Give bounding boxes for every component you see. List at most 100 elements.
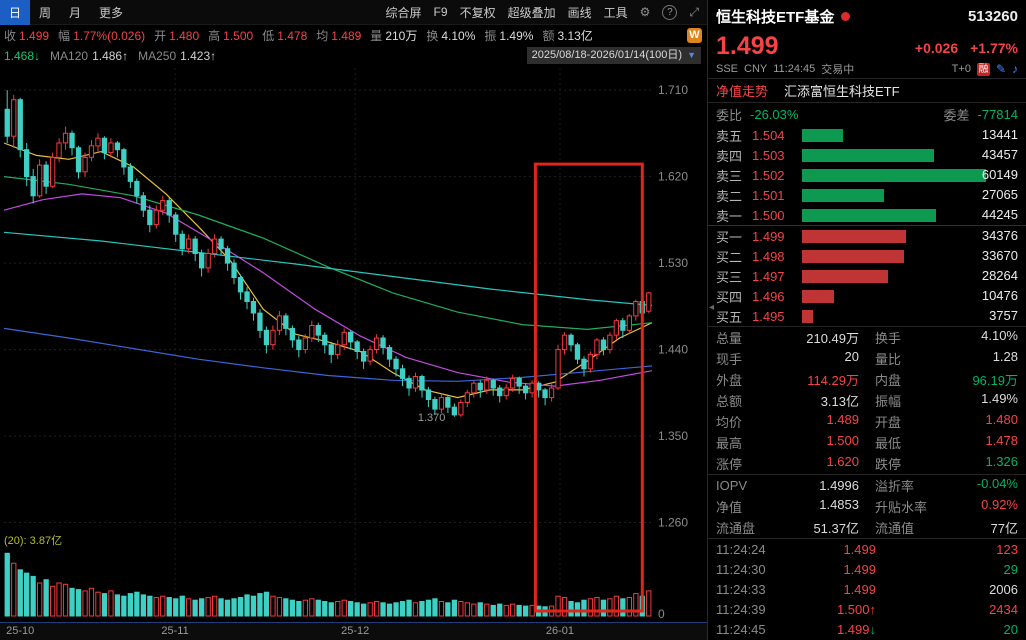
x-axis-label: 25-11 xyxy=(161,625,189,637)
stats-row: IOPV 1.4996 溢折率 -0.04% xyxy=(708,475,1026,496)
stat-value: 77亿 xyxy=(990,521,1018,536)
bid-row-2[interactable]: 买二 1.498 33670 xyxy=(708,246,1026,266)
ask-price[interactable]: 1.504 xyxy=(752,127,785,143)
tick-price: 1.499↓ xyxy=(836,621,876,637)
ask-price[interactable]: 1.502 xyxy=(752,167,785,183)
ask-row-1[interactable]: 卖一 1.500 44245 xyxy=(708,205,1026,226)
tab-month[interactable]: 月 xyxy=(69,5,82,20)
ask-row-2[interactable]: 卖二 1.501 27065 xyxy=(708,185,1026,205)
stat-value: 1.500 xyxy=(826,433,859,448)
stock-code: 513260 xyxy=(967,8,1018,25)
toolbar-items: 综合屏 F9 不复权 超级叠加 画线 工具 ⚙? ⤢ xyxy=(386,4,707,21)
ask-label: 卖四 xyxy=(716,148,743,164)
tools-menu[interactable]: 工具 xyxy=(603,5,628,20)
date-range-selector[interactable]: 2025/08/18-2026/01/14(100日) ▼ xyxy=(526,47,701,65)
bid-bar-area: 33670 xyxy=(802,248,1018,264)
bid-depth-bar xyxy=(802,310,813,323)
bid-row-5[interactable]: 买五 1.495 3757 xyxy=(708,306,1026,326)
bid-price[interactable]: 1.498 xyxy=(752,248,785,264)
chart-panel: 日周 月 更多 综合屏 F9 不复权 超级叠加 画线 工具 ⚙? ⤢ 收 1.499 幅 1.77%(0… xyxy=(0,0,707,640)
up-arrow-icon: ↑ xyxy=(869,601,877,617)
tick-time: 11:24:45 xyxy=(716,621,766,637)
fund-nav-row: 净值走势 汇添富恒生科技ETF xyxy=(708,79,1026,103)
ask-label: 卖三 xyxy=(716,168,743,184)
bid-price[interactable]: 1.499 xyxy=(752,228,785,244)
bid-volume: 33670 xyxy=(981,248,1018,263)
ask-row-4[interactable]: 卖四 1.503 43457 xyxy=(708,145,1026,165)
chevron-down-icon: ▼ xyxy=(687,50,696,61)
tab-more[interactable]: 更多 xyxy=(99,5,124,20)
tab-week[interactable]: 周 xyxy=(39,5,52,20)
stat-cell: 均价 1.489 xyxy=(716,412,859,431)
bid-price[interactable]: 1.496 xyxy=(752,288,785,304)
stat-cell: 跌停 1.326 xyxy=(875,454,1018,473)
quote-item: 收 1.499 xyxy=(4,27,49,44)
ask-row-5[interactable]: 卖五 1.504 13441 xyxy=(708,125,1026,145)
x-axis-label: 25-10 xyxy=(6,625,35,637)
svg-text:1.370: 1.370 xyxy=(418,412,446,424)
quote-item-value: 1.499 xyxy=(19,29,50,44)
stat-label: 最高 xyxy=(716,436,743,451)
stat-cell: IOPV 1.4996 xyxy=(716,478,859,493)
quote-item: 均 1.489 xyxy=(316,27,361,44)
composite-screen[interactable]: 综合屏 xyxy=(385,5,422,20)
tick-price: 1.499 xyxy=(843,581,876,597)
f9-shortcut[interactable]: F9 xyxy=(433,5,448,19)
edit-icon[interactable]: ✎ xyxy=(995,62,1006,76)
weicha-value: -77814 xyxy=(977,106,1018,122)
stats-row: 涨停 1.620 跌停 1.326 xyxy=(708,453,1026,474)
collapse-panel-icon[interactable]: ◂ xyxy=(709,302,715,313)
stats-row: 均价 1.489 开盘 1.480 xyxy=(708,411,1026,432)
stat-label: 现手 xyxy=(716,352,743,367)
no-adjustment[interactable]: 不复权 xyxy=(459,5,496,20)
stat-cell: 总额 3.13亿 xyxy=(716,391,859,410)
x-axis-label: 25-12 xyxy=(341,625,370,637)
super-overlay[interactable]: 超级叠加 xyxy=(507,5,556,20)
draw-line[interactable]: 画线 xyxy=(567,5,592,20)
stats-row: 总额 3.13亿 振幅 1.49% xyxy=(708,390,1026,411)
bid-row-3[interactable]: 买三 1.497 28264 xyxy=(708,266,1026,286)
kline-chart[interactable]: 1.710 1.620 1.530 1.440 1.350 1.260 0 1.370 (20)… xyxy=(0,66,707,640)
t0-badge: T+0 xyxy=(951,63,971,75)
tick-time: 11:24:30 xyxy=(716,561,766,577)
stat-value: 1.620 xyxy=(826,454,859,469)
info-icon[interactable] xyxy=(841,12,851,21)
ask-volume: 13441 xyxy=(981,127,1018,142)
stat-value: 1.489 xyxy=(826,412,859,427)
bid-volume: 3757 xyxy=(989,308,1018,323)
sound-icon[interactable]: ♪ xyxy=(1012,62,1018,76)
ask-bar-area: 13441 xyxy=(802,127,1018,143)
tick-price: 1.499 xyxy=(843,541,876,557)
stat-label: 开盘 xyxy=(875,415,902,430)
nav-trend-link[interactable]: 净值走势 xyxy=(716,84,769,99)
ask-price[interactable]: 1.503 xyxy=(752,147,785,163)
gear-icon[interactable]: ⚙ xyxy=(639,5,651,19)
tick-time: 11:24:33 xyxy=(716,581,766,597)
quote-item-value: 4.10% xyxy=(441,29,476,44)
stat-value: 51.37亿 xyxy=(813,521,859,536)
stat-label: 涨停 xyxy=(716,457,743,472)
ask-price[interactable]: 1.501 xyxy=(752,187,785,203)
bid-price[interactable]: 1.497 xyxy=(752,268,785,284)
stat-cell: 最低 1.478 xyxy=(875,433,1018,452)
ask-price[interactable]: 1.500 xyxy=(752,207,785,223)
quote-item-label: 幅 xyxy=(58,29,71,44)
ask-volume: 43457 xyxy=(981,147,1018,162)
svg-text:1.440: 1.440 xyxy=(658,343,688,357)
bid-row-4[interactable]: 买四 1.496 10476 xyxy=(708,286,1026,306)
help-icon[interactable]: ? xyxy=(662,4,678,20)
stats-row: 总量 210.49万 换手 4.10% xyxy=(708,327,1026,348)
ask-row-3[interactable]: 卖三 1.502 60149 xyxy=(708,165,1026,185)
quote-item: 量 210万 xyxy=(370,27,417,44)
bid-price[interactable]: 1.495 xyxy=(752,308,785,324)
quote-panel: ◂ 恒生科技ETF基金 513260 1.499 +0.026 +1.77% S… xyxy=(707,0,1026,640)
tick-list: 11:24:24 1.499 123 11:24:30 1.499 29 11:24:33 1… xyxy=(708,538,1026,639)
tab-day[interactable]: 日 xyxy=(0,0,31,25)
quote-item-value: 1.480 xyxy=(169,29,200,44)
bid-row-1[interactable]: 买一 1.499 34376 xyxy=(708,226,1026,246)
expand-icon[interactable]: ⤢ xyxy=(689,4,699,19)
bid-depth-bar xyxy=(802,270,889,283)
stat-label: 量比 xyxy=(875,352,902,367)
quote-item: 开 1.480 xyxy=(154,27,199,44)
kline-canvas[interactable]: 1.710 1.620 1.530 1.440 1.350 1.260 0 1.370 (20)… xyxy=(0,66,707,622)
